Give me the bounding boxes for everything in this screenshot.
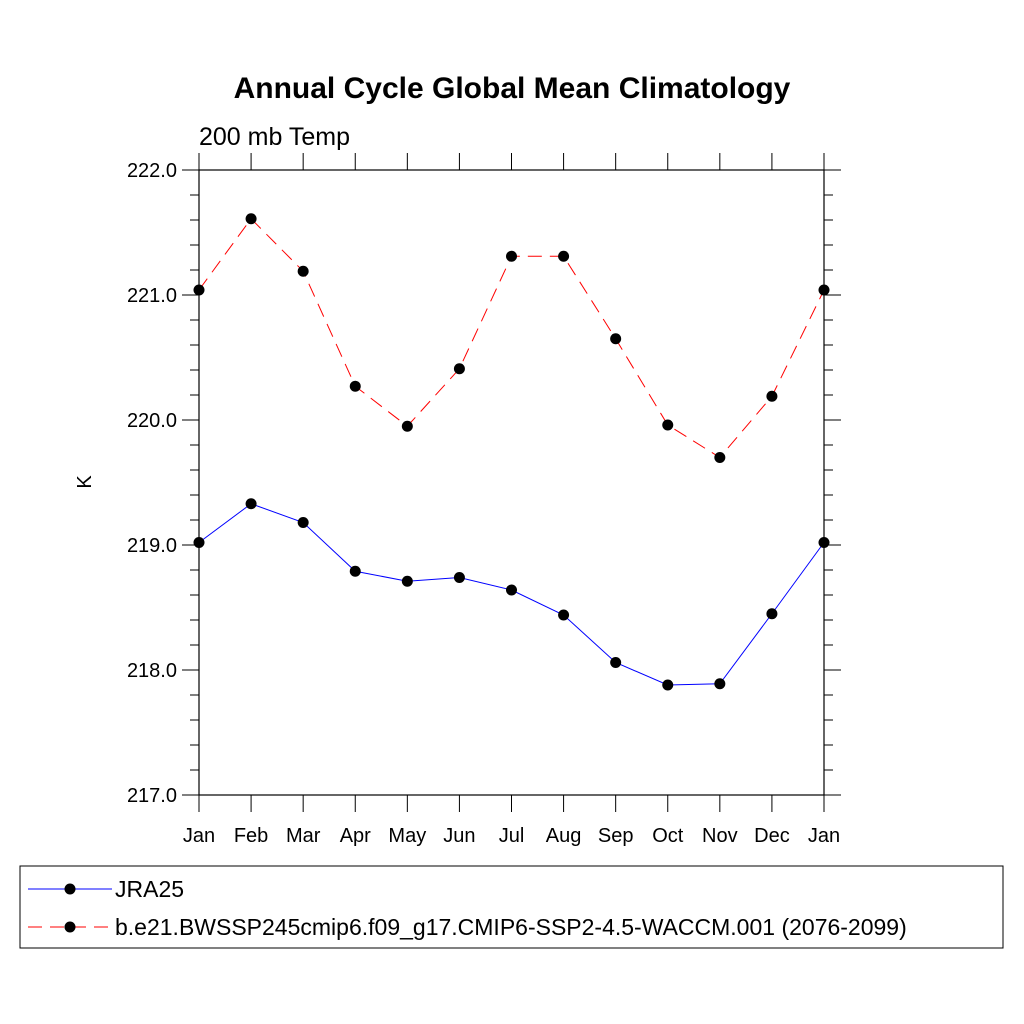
series-1-point	[610, 657, 622, 668]
series-1-point	[558, 609, 570, 621]
series-2-point	[193, 284, 205, 296]
series-1-point	[245, 498, 257, 510]
series-2-point	[766, 390, 778, 402]
series-1-point	[714, 678, 726, 690]
x-tick-label: Mar	[286, 825, 321, 847]
series-1-point	[297, 517, 309, 528]
series-2-point	[506, 250, 517, 262]
series-1-point	[506, 584, 517, 596]
series-2-point	[401, 420, 413, 432]
x-tick-label: Feb	[234, 825, 268, 847]
chart-title: Annual Cycle Global Mean Climatology	[234, 72, 791, 105]
series-1-point	[818, 537, 830, 548]
x-tick-label: Dec	[754, 825, 790, 847]
y-tick-label: 221.0	[127, 285, 177, 307]
series-2-point	[818, 284, 830, 296]
legend-box	[19, 865, 1004, 949]
y-tick-label: 220.0	[127, 410, 177, 432]
x-tick-label: Apr	[340, 825, 371, 847]
y-axis-label: K	[74, 475, 96, 489]
y-tick-label: 219.0	[127, 535, 177, 557]
plot-frame	[198, 169, 825, 796]
x-tick-label: Jul	[499, 825, 525, 847]
x-tick-label: Oct	[652, 825, 684, 847]
series-2-point	[558, 250, 570, 262]
series-2-point	[610, 333, 622, 345]
x-tick-label: Jan	[183, 825, 215, 847]
series-2-point	[714, 452, 726, 463]
series-1-point	[349, 565, 361, 577]
series-1-point	[766, 608, 778, 620]
legend-label-2: b.e21.BWSSP245cmip6.f09_g17.CMIP6-SSP2-4…	[115, 914, 907, 940]
legend-label-1: JRA25	[115, 876, 184, 902]
chart-subtitle: 200 mb Temp	[199, 123, 350, 151]
x-tick-label: Aug	[546, 825, 582, 847]
x-tick-label: Jan	[808, 825, 840, 847]
y-tick-label: 218.0	[127, 660, 177, 682]
x-tick-label: Nov	[702, 825, 738, 847]
series-2-point	[297, 265, 309, 277]
legend-marker-2	[64, 921, 76, 933]
series-1-point	[193, 537, 205, 548]
y-tick-label: 222.0	[127, 160, 177, 182]
series-2-point	[662, 419, 674, 431]
series-2-point	[245, 213, 257, 225]
y-tick-label: 217.0	[127, 785, 177, 807]
series-1-point	[453, 572, 465, 583]
legend-marker-1	[64, 883, 76, 895]
series-2-point	[349, 380, 361, 392]
x-tick-label: Sep	[598, 825, 634, 847]
x-tick-label: Jun	[443, 825, 475, 847]
series-2-point	[453, 363, 465, 375]
series-1-point	[662, 679, 674, 691]
series-1-point	[401, 575, 413, 587]
x-tick-label: May	[388, 825, 426, 847]
